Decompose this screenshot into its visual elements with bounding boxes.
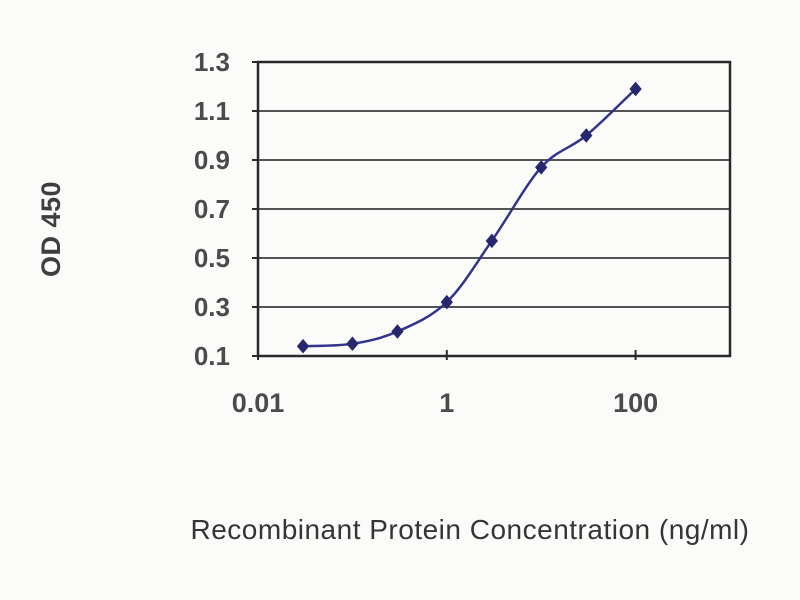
y-tick-label: 1.3 bbox=[194, 47, 230, 77]
y-tick-label: 0.5 bbox=[194, 243, 230, 273]
data-point-marker bbox=[296, 338, 310, 354]
x-tick-label: 100 bbox=[613, 388, 658, 418]
data-point-marker bbox=[346, 336, 359, 352]
y-tick-label: 0.7 bbox=[194, 194, 230, 224]
data-point-marker bbox=[440, 294, 453, 310]
y-tick-label: 0.9 bbox=[194, 145, 230, 175]
y-tick-label: 0.3 bbox=[194, 292, 230, 322]
x-tick-label: 0.01 bbox=[232, 388, 285, 418]
y-tick-label: 1.1 bbox=[194, 96, 230, 126]
data-point-marker bbox=[580, 128, 593, 143]
x-tick-label: 1 bbox=[439, 388, 454, 418]
data-point-marker bbox=[535, 160, 548, 175]
x-axis-title: Recombinant Protein Concentration (ng/ml… bbox=[190, 514, 750, 545]
data-point-marker bbox=[629, 81, 642, 97]
y-axis-title: OD 450 bbox=[36, 180, 66, 278]
data-point-marker bbox=[485, 233, 498, 249]
data-point-marker bbox=[391, 324, 404, 339]
y-tick-label: 0.1 bbox=[194, 341, 230, 371]
